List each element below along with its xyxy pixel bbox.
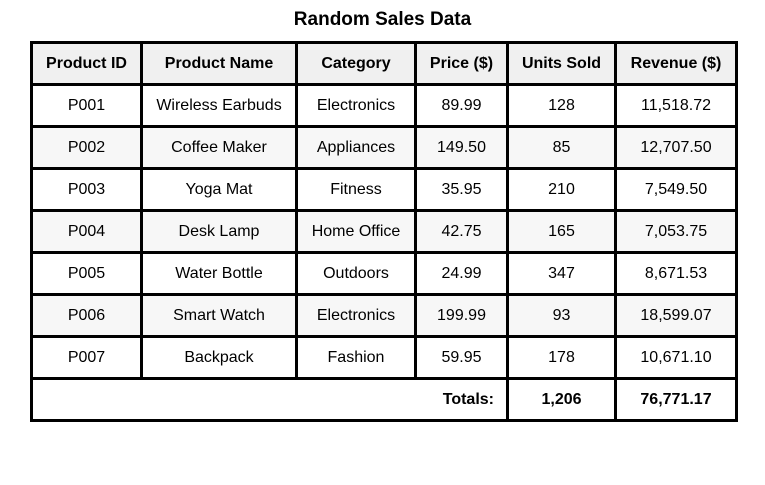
column-header-product-name: Product Name	[140, 41, 298, 86]
table-row: P002 Coffee Maker Appliances 149.50 85 12,707…	[30, 125, 738, 170]
product-name-cell: Wireless Earbuds	[140, 83, 298, 128]
product-name-cell: Desk Lamp	[140, 209, 298, 254]
table-body: P001 Wireless Earbuds Electronics 89.99 128 1…	[30, 83, 738, 380]
units-sold-cell: 178	[506, 335, 617, 380]
totals-units-sold: 1,206	[506, 377, 617, 422]
table-row: P004 Desk Lamp Home Office 42.75 165 7,053.75	[30, 209, 738, 254]
units-sold-cell: 85	[506, 125, 617, 170]
sales-table: Product ID Product Name Category Price (…	[30, 41, 738, 422]
product-id-cell: P002	[30, 125, 143, 170]
product-name-cell: Water Bottle	[140, 251, 298, 296]
category-cell: Fitness	[295, 167, 417, 212]
revenue-cell: 11,518.72	[614, 83, 738, 128]
column-header-units-sold: Units Sold	[506, 41, 617, 86]
category-cell: Fashion	[295, 335, 417, 380]
column-header-revenue: Revenue ($)	[614, 41, 738, 86]
table-row: P007 Backpack Fashion 59.95 178 10,671.10	[30, 335, 738, 380]
product-name-cell: Yoga Mat	[140, 167, 298, 212]
price-cell: 199.99	[414, 293, 509, 338]
table-row: P003 Yoga Mat Fitness 35.95 210 7,549.50	[30, 167, 738, 212]
table-row: P005 Water Bottle Outdoors 24.99 347 8,671.53	[30, 251, 738, 296]
totals-revenue: 76,771.17	[614, 377, 738, 422]
category-cell: Home Office	[295, 209, 417, 254]
product-name-cell: Coffee Maker	[140, 125, 298, 170]
price-cell: 24.99	[414, 251, 509, 296]
product-id-cell: P007	[30, 335, 143, 380]
header-row: Product ID Product Name Category Price (…	[30, 41, 738, 86]
revenue-cell: 12,707.50	[614, 125, 738, 170]
revenue-cell: 7,549.50	[614, 167, 738, 212]
category-cell: Appliances	[295, 125, 417, 170]
table-row: P006 Smart Watch Electronics 199.99 93 18,599…	[30, 293, 738, 338]
price-cell: 35.95	[414, 167, 509, 212]
table-title: Random Sales Data	[293, 9, 472, 30]
totals-label: Totals:	[30, 377, 509, 422]
price-cell: 149.50	[414, 125, 509, 170]
units-sold-cell: 165	[506, 209, 617, 254]
revenue-cell: 7,053.75	[614, 209, 738, 254]
category-cell: Outdoors	[295, 251, 417, 296]
table-row: P001 Wireless Earbuds Electronics 89.99 128 1…	[30, 83, 738, 128]
revenue-cell: 18,599.07	[614, 293, 738, 338]
units-sold-cell: 93	[506, 293, 617, 338]
product-name-cell: Smart Watch	[140, 293, 298, 338]
column-header-price: Price ($)	[414, 41, 509, 86]
price-cell: 42.75	[414, 209, 509, 254]
category-cell: Electronics	[295, 83, 417, 128]
product-name-cell: Backpack	[140, 335, 298, 380]
product-id-cell: P004	[30, 209, 143, 254]
product-id-cell: P001	[30, 83, 143, 128]
column-header-product-id: Product ID	[30, 41, 143, 86]
column-header-category: Category	[295, 41, 417, 86]
revenue-cell: 10,671.10	[614, 335, 738, 380]
units-sold-cell: 347	[506, 251, 617, 296]
price-cell: 89.99	[414, 83, 509, 128]
units-sold-cell: 128	[506, 83, 617, 128]
units-sold-cell: 210	[506, 167, 617, 212]
revenue-cell: 8,671.53	[614, 251, 738, 296]
product-id-cell: P003	[30, 167, 143, 212]
totals-row: Totals: 1,206 76,771.17	[30, 377, 738, 422]
product-id-cell: P005	[30, 251, 143, 296]
price-cell: 59.95	[414, 335, 509, 380]
product-id-cell: P006	[30, 293, 143, 338]
category-cell: Electronics	[295, 293, 417, 338]
